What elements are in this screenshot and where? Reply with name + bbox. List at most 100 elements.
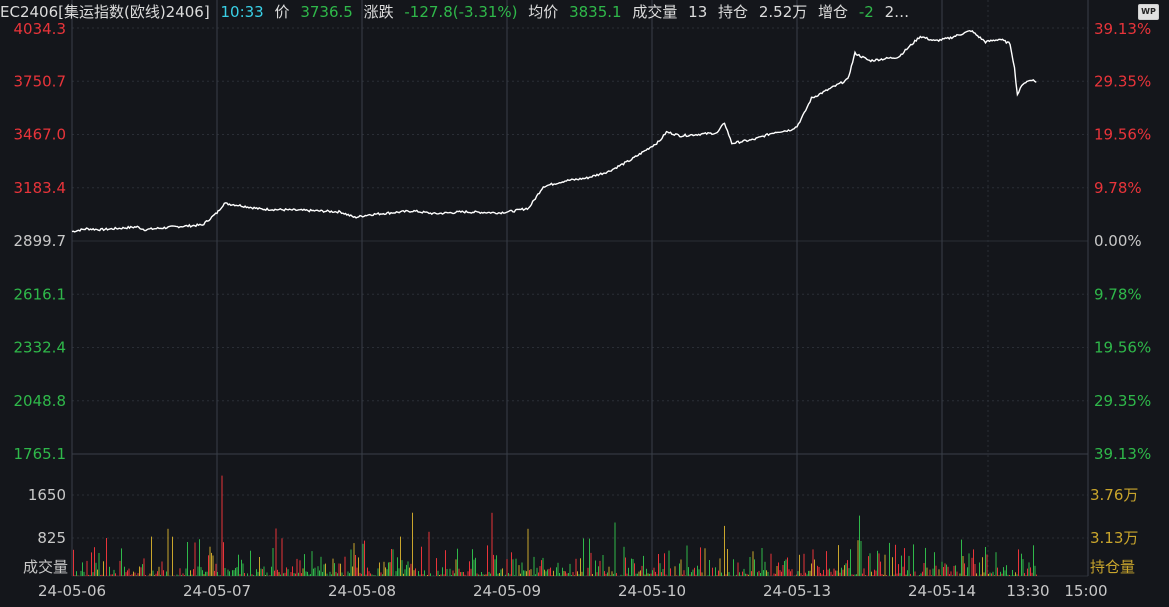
volume-bar (92, 572, 94, 576)
volume-bar (190, 570, 191, 576)
volume-bar (74, 575, 76, 576)
volume-bar (500, 569, 502, 576)
volume-bar (203, 574, 205, 576)
volume-bar (217, 572, 218, 576)
volume-bar (1036, 574, 1037, 576)
volume-bar (484, 574, 485, 576)
volume-bar (949, 574, 950, 576)
volume-bar (980, 574, 982, 576)
volume-bar (131, 574, 133, 576)
volume-bar (187, 542, 188, 576)
volume-bar (176, 574, 178, 576)
volume-bar (695, 574, 697, 576)
volume-bar (283, 573, 284, 576)
volume-bar (356, 567, 358, 576)
volume-bar (994, 575, 995, 576)
header-overflow: 2… (884, 3, 910, 21)
volume-bar (440, 574, 442, 576)
volume-bar (533, 556, 535, 576)
y-tick-left: 3183.4 (14, 179, 67, 197)
volume-bar (520, 573, 521, 576)
volume-bar (779, 570, 781, 576)
volume-bar (656, 574, 658, 576)
volume-bar (461, 572, 463, 576)
volume-bar (830, 571, 832, 576)
volume-bar (491, 512, 493, 576)
volume-bar (571, 575, 572, 576)
volume-bar (625, 557, 626, 576)
volume-bar (340, 563, 341, 576)
volume-bar (320, 556, 322, 576)
volume-bar (824, 575, 826, 576)
volume-bar (790, 571, 791, 576)
volume-bar (209, 546, 211, 576)
volume-bar (115, 573, 116, 576)
volume-bar (166, 571, 167, 576)
volume-bar (365, 574, 367, 576)
volume-bar (161, 561, 163, 576)
volume-bar (197, 566, 199, 576)
wp-badge-icon[interactable]: WP (1138, 4, 1159, 20)
volume-bar (370, 573, 371, 576)
volume-bar (835, 570, 836, 576)
volume-bar (590, 552, 592, 576)
volume-bar (91, 552, 92, 576)
volume-bar (428, 531, 430, 576)
volume-bar (317, 566, 319, 576)
volume-bar (296, 558, 298, 576)
volume-bar (865, 575, 866, 576)
volume-bar (940, 575, 941, 576)
volume-bar (574, 575, 575, 576)
price-label: 价 (274, 3, 290, 21)
volume-bar (263, 566, 265, 576)
price-value: 3736.5 (300, 3, 353, 21)
volume-bar (973, 549, 974, 576)
volume-bar (460, 572, 461, 576)
volume-bar (95, 562, 97, 576)
volume-bar (1004, 570, 1006, 576)
volume-bar (329, 571, 331, 576)
volume-bar (160, 574, 161, 576)
volume-bar (641, 565, 643, 576)
volume-bar (436, 558, 437, 576)
volume-bar (191, 574, 193, 576)
volume-bar (821, 574, 823, 576)
volume-bar (218, 575, 220, 576)
volume-bar (700, 547, 701, 576)
volume-bar (299, 560, 301, 576)
volume-bar (985, 547, 986, 576)
volume-bar (314, 567, 316, 576)
volume-bar (563, 571, 565, 576)
volume-bar (778, 562, 779, 576)
volume-bar (389, 562, 391, 576)
volume-bar (743, 568, 745, 576)
volume-bar (124, 566, 125, 576)
volume-bar (395, 571, 397, 576)
volume-bar (850, 549, 851, 576)
volume-bar (562, 567, 563, 576)
volume-bar (868, 556, 869, 576)
volume-bar (875, 570, 877, 576)
volume-bar (908, 555, 910, 576)
volume-bar (275, 528, 277, 576)
volume-bar (841, 567, 842, 576)
volume-bar (286, 567, 287, 576)
volume-bar (260, 568, 262, 576)
volume-bar (812, 549, 814, 576)
x-tick: 15:00 (1064, 582, 1107, 600)
volume-bar (89, 575, 91, 576)
volume-bar (196, 575, 197, 576)
volume-bar (193, 569, 194, 576)
volume-bar (661, 572, 662, 576)
volume-bar (854, 574, 856, 576)
volume-bar (901, 555, 902, 576)
volume-bar (536, 567, 538, 576)
volume-bar (455, 559, 457, 576)
volume-bar (952, 575, 953, 576)
volume-bar (221, 475, 223, 576)
volume-bar (400, 536, 401, 576)
volume-bar (938, 569, 940, 576)
volume-bar (368, 571, 370, 576)
volume-bar (305, 571, 307, 576)
